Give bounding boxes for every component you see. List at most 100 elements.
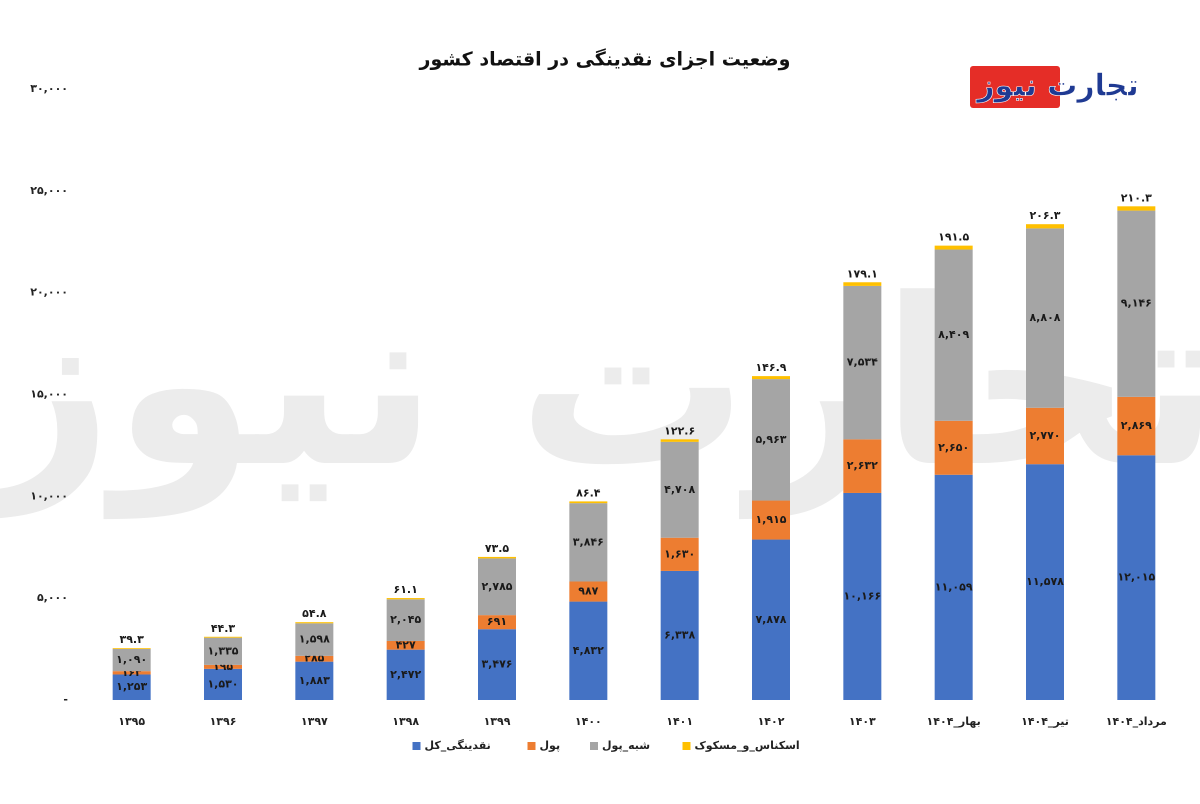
data-label: ۱,۵۹۸ — [299, 633, 330, 646]
legend-swatch — [590, 742, 598, 750]
bar-segment — [112, 648, 151, 672]
data-label: ۴۴.۳ — [211, 622, 236, 635]
data-label: ۸,۸۰۸ — [1029, 311, 1060, 324]
bar-segment — [295, 623, 334, 656]
x-tick-label: ۱۳۹۹ — [484, 715, 511, 728]
bar-segment — [934, 474, 973, 700]
watermark: تجارت نیوز — [0, 251, 1200, 520]
bar-segment — [204, 637, 242, 665]
bar-segment — [569, 503, 608, 582]
bar-segment — [1117, 206, 1156, 211]
legend-label: نقدینگی_کل — [425, 739, 491, 752]
bar-segment — [478, 556, 516, 559]
data-label: ۲,۰۴۵ — [390, 613, 421, 626]
data-label: ۱,۹۱۵ — [755, 513, 786, 526]
bar-segment — [386, 649, 425, 700]
bar-segment — [112, 648, 151, 649]
data-label: ۷۳.۵ — [485, 542, 510, 555]
bar-segment — [295, 661, 334, 700]
legend-swatch — [412, 742, 421, 750]
data-label: ۲,۶۳۲ — [847, 459, 878, 472]
x-tick-label: ۱۳۹۷ — [301, 715, 328, 728]
logo: تجارت نیوز — [970, 66, 1139, 108]
bar-segment — [934, 420, 973, 475]
data-label: ۱۷۹.۱ — [847, 267, 878, 280]
logo-text: تجارت نیوز — [975, 69, 1139, 104]
data-label: ۷,۸۷۸ — [755, 613, 786, 626]
bar-segment — [1117, 210, 1156, 397]
bar-segment — [1026, 224, 1064, 229]
data-label: ۳,۴۷۶ — [481, 658, 512, 671]
bar-segment — [752, 379, 790, 501]
data-label: ۱۴۶.۹ — [755, 361, 786, 374]
x-tick-label: ۱۳۹۶ — [210, 715, 237, 728]
data-label: ۱۱,۰۵۹ — [935, 580, 973, 593]
data-label: ۲,۷۸۵ — [481, 580, 512, 593]
bar-segment — [843, 285, 882, 440]
data-label: ۶۱.۱ — [394, 583, 418, 596]
bar-segment — [752, 376, 790, 380]
bar-segment — [843, 439, 882, 493]
y-tick-label: ۱۵,۰۰۰ — [30, 388, 68, 401]
data-label: ۲۱۰.۳ — [1121, 191, 1152, 204]
bar-segment — [386, 598, 425, 600]
data-label: ۸,۴۰۹ — [938, 328, 969, 341]
legend-label: پول — [540, 739, 561, 752]
data-label: ۲,۶۵۰ — [938, 441, 969, 454]
data-label: ۲,۴۷۲ — [390, 668, 421, 681]
data-label: ۲,۷۷۰ — [1029, 429, 1060, 442]
bar-segment — [934, 249, 973, 421]
data-label: ۱,۰۹۰ — [116, 653, 147, 666]
bar-segment — [112, 674, 151, 700]
bar-segment — [752, 539, 790, 700]
bar-segment — [569, 601, 608, 700]
y-tick-label: ۵,۰۰۰ — [37, 591, 68, 604]
x-tick-label: ۱۴۰۴_مرداد — [1106, 715, 1167, 728]
data-label: ۹۸۷ — [578, 585, 598, 598]
legend-swatch — [527, 742, 536, 750]
data-label: ۶,۳۳۸ — [664, 628, 695, 641]
data-label: ۲۰۶.۳ — [1029, 209, 1060, 222]
logo-badge — [970, 66, 1060, 108]
bar-segment — [478, 629, 516, 700]
bar-segment — [1026, 407, 1064, 465]
bar-segment — [843, 282, 882, 286]
bar-segment — [660, 570, 699, 700]
data-label: ۶۹۱ — [487, 615, 507, 628]
bar-segment — [843, 492, 882, 700]
bar-segment — [386, 599, 425, 641]
bar-segment — [112, 671, 151, 675]
data-label: ۵,۹۶۳ — [755, 433, 786, 446]
bar-segment — [295, 622, 334, 624]
y-tick-label: ۳۰,۰۰۰ — [30, 82, 68, 95]
data-label: ۱۲,۰۱۵ — [1117, 571, 1155, 584]
data-label: ۴۲۷ — [396, 638, 416, 651]
bar-segment — [752, 500, 790, 540]
bar-segment — [204, 668, 242, 700]
data-label: ۱۱,۵۷۸ — [1026, 575, 1064, 588]
bar-segment — [569, 501, 608, 504]
bar-segment — [660, 537, 699, 571]
legend-swatch — [682, 742, 691, 750]
data-label: ۳,۸۴۶ — [573, 535, 604, 548]
bar-segment — [934, 245, 973, 250]
data-label: ۳۹.۳ — [120, 633, 145, 646]
data-label: ۱۹۱.۵ — [938, 231, 969, 244]
bar-segment — [1026, 228, 1064, 408]
bar-segment — [478, 558, 516, 616]
bar-segment — [386, 640, 425, 650]
data-label: ۵۴.۸ — [302, 607, 327, 620]
x-tick-label: ۱۴۰۱ — [666, 715, 693, 728]
y-tick-label: - — [63, 693, 68, 706]
legend-label: اسکناس_و_مسکوک — [695, 739, 800, 752]
y-tick-label: ۱۰,۰۰۰ — [30, 489, 68, 502]
data-label: ۷,۵۳۴ — [847, 356, 878, 369]
data-label: ۱۰,۱۶۶ — [843, 589, 881, 602]
legend-label: شبه_پول — [602, 739, 650, 752]
bar-segment — [1117, 396, 1156, 456]
x-tick-label: ۱۴۰۰ — [575, 715, 602, 728]
data-label: ۱,۳۳۵ — [207, 644, 238, 657]
data-label: ۴,۷۰۸ — [664, 483, 695, 496]
